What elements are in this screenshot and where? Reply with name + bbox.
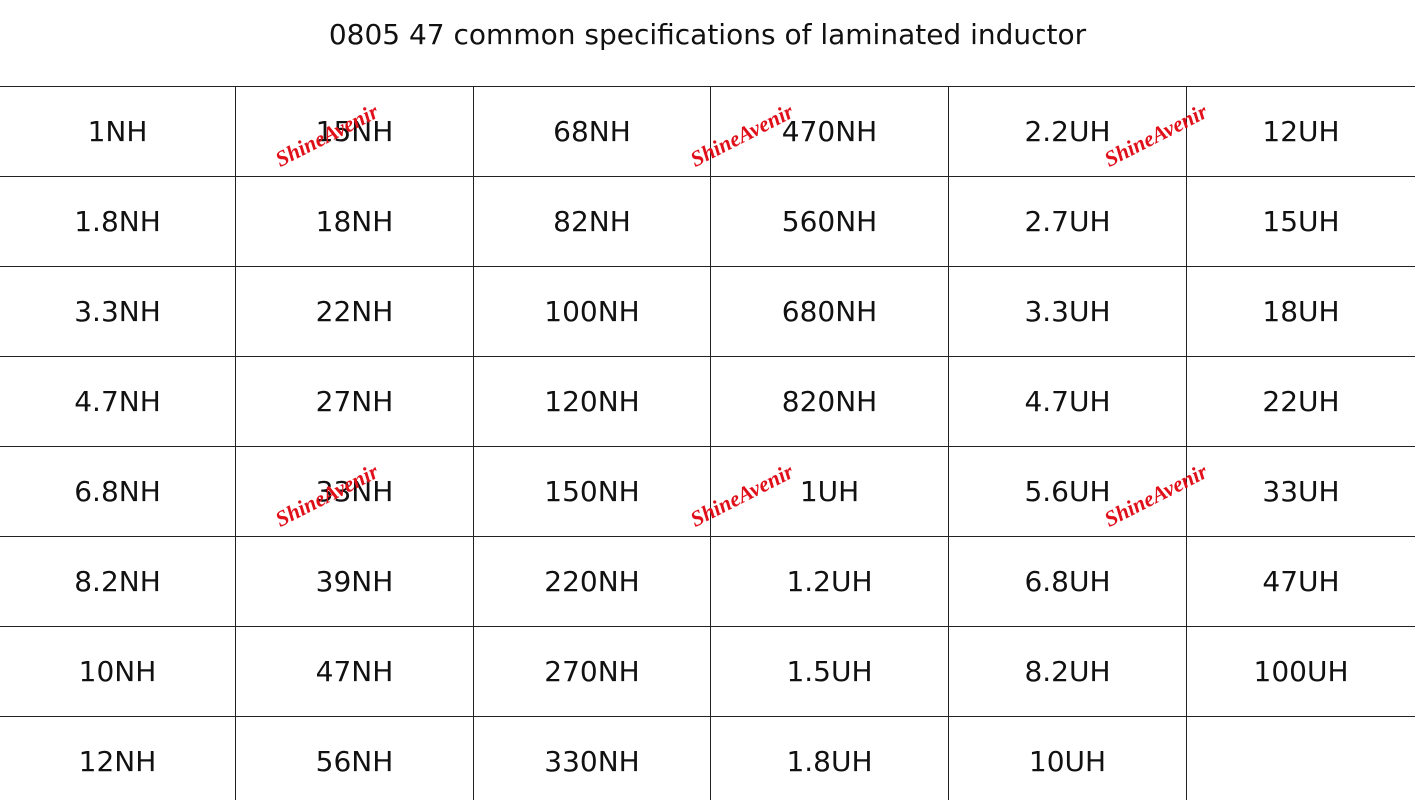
table-cell: 47NH	[235, 626, 473, 716]
table-cell: 220NH	[473, 536, 710, 626]
table-cell: 120NH	[473, 356, 710, 446]
table-cell: 4.7NH	[0, 356, 235, 446]
table-cell: 8.2NH	[0, 536, 235, 626]
table-cell: 6.8NH	[0, 446, 235, 536]
table-cell: 100UH	[1186, 626, 1415, 716]
table-cell: 33NH	[235, 446, 473, 536]
table-cell: 5.6UH	[948, 446, 1186, 536]
table-cell: 27NH	[235, 356, 473, 446]
table-cell	[1186, 716, 1415, 800]
table-cell: 1NH	[0, 86, 235, 176]
table-cell: 22NH	[235, 266, 473, 356]
table-cell: 68NH	[473, 86, 710, 176]
table-cell: 2.2UH	[948, 86, 1186, 176]
table-cell: 1.8UH	[710, 716, 948, 800]
table-cell: 470NH	[710, 86, 948, 176]
table-cell: 2.7UH	[948, 176, 1186, 266]
table-cell: 12NH	[0, 716, 235, 800]
table-cell: 3.3UH	[948, 266, 1186, 356]
table-cell: 22UH	[1186, 356, 1415, 446]
table-cell: 10UH	[948, 716, 1186, 800]
table-cell: 39NH	[235, 536, 473, 626]
table-cell: 1.2UH	[710, 536, 948, 626]
title: 0805 47 common specifications of laminat…	[328, 18, 1087, 51]
table-cell: 47UH	[1186, 536, 1415, 626]
table-cell: 10NH	[0, 626, 235, 716]
table-cell: 4.7UH	[948, 356, 1186, 446]
table-cell: 6.8UH	[948, 536, 1186, 626]
table-cell: 33UH	[1186, 446, 1415, 536]
table-cell: 560NH	[710, 176, 948, 266]
table-cell: 18UH	[1186, 266, 1415, 356]
table-cell: 100NH	[473, 266, 710, 356]
table-cell: 15NH	[235, 86, 473, 176]
table-cell: 8.2UH	[948, 626, 1186, 716]
table-cell: 1.8NH	[0, 176, 235, 266]
table-cell: 1.5UH	[710, 626, 948, 716]
table-cell: 56NH	[235, 716, 473, 800]
table-cell: 150NH	[473, 446, 710, 536]
table-cell: 82NH	[473, 176, 710, 266]
table-cell: 820NH	[710, 356, 948, 446]
table-cell: 680NH	[710, 266, 948, 356]
table-cell: 12UH	[1186, 86, 1415, 176]
table-cell: 1UH	[710, 446, 948, 536]
table-cell: 330NH	[473, 716, 710, 800]
table-cell: 18NH	[235, 176, 473, 266]
spec-table: 1NH 15NH 68NH 470NH 2.2UH 12UH 1.8NH 18NH 82NH 56…	[0, 86, 1415, 800]
table-cell: 270NH	[473, 626, 710, 716]
table-cell: 15UH	[1186, 176, 1415, 266]
table-cell: 3.3NH	[0, 266, 235, 356]
